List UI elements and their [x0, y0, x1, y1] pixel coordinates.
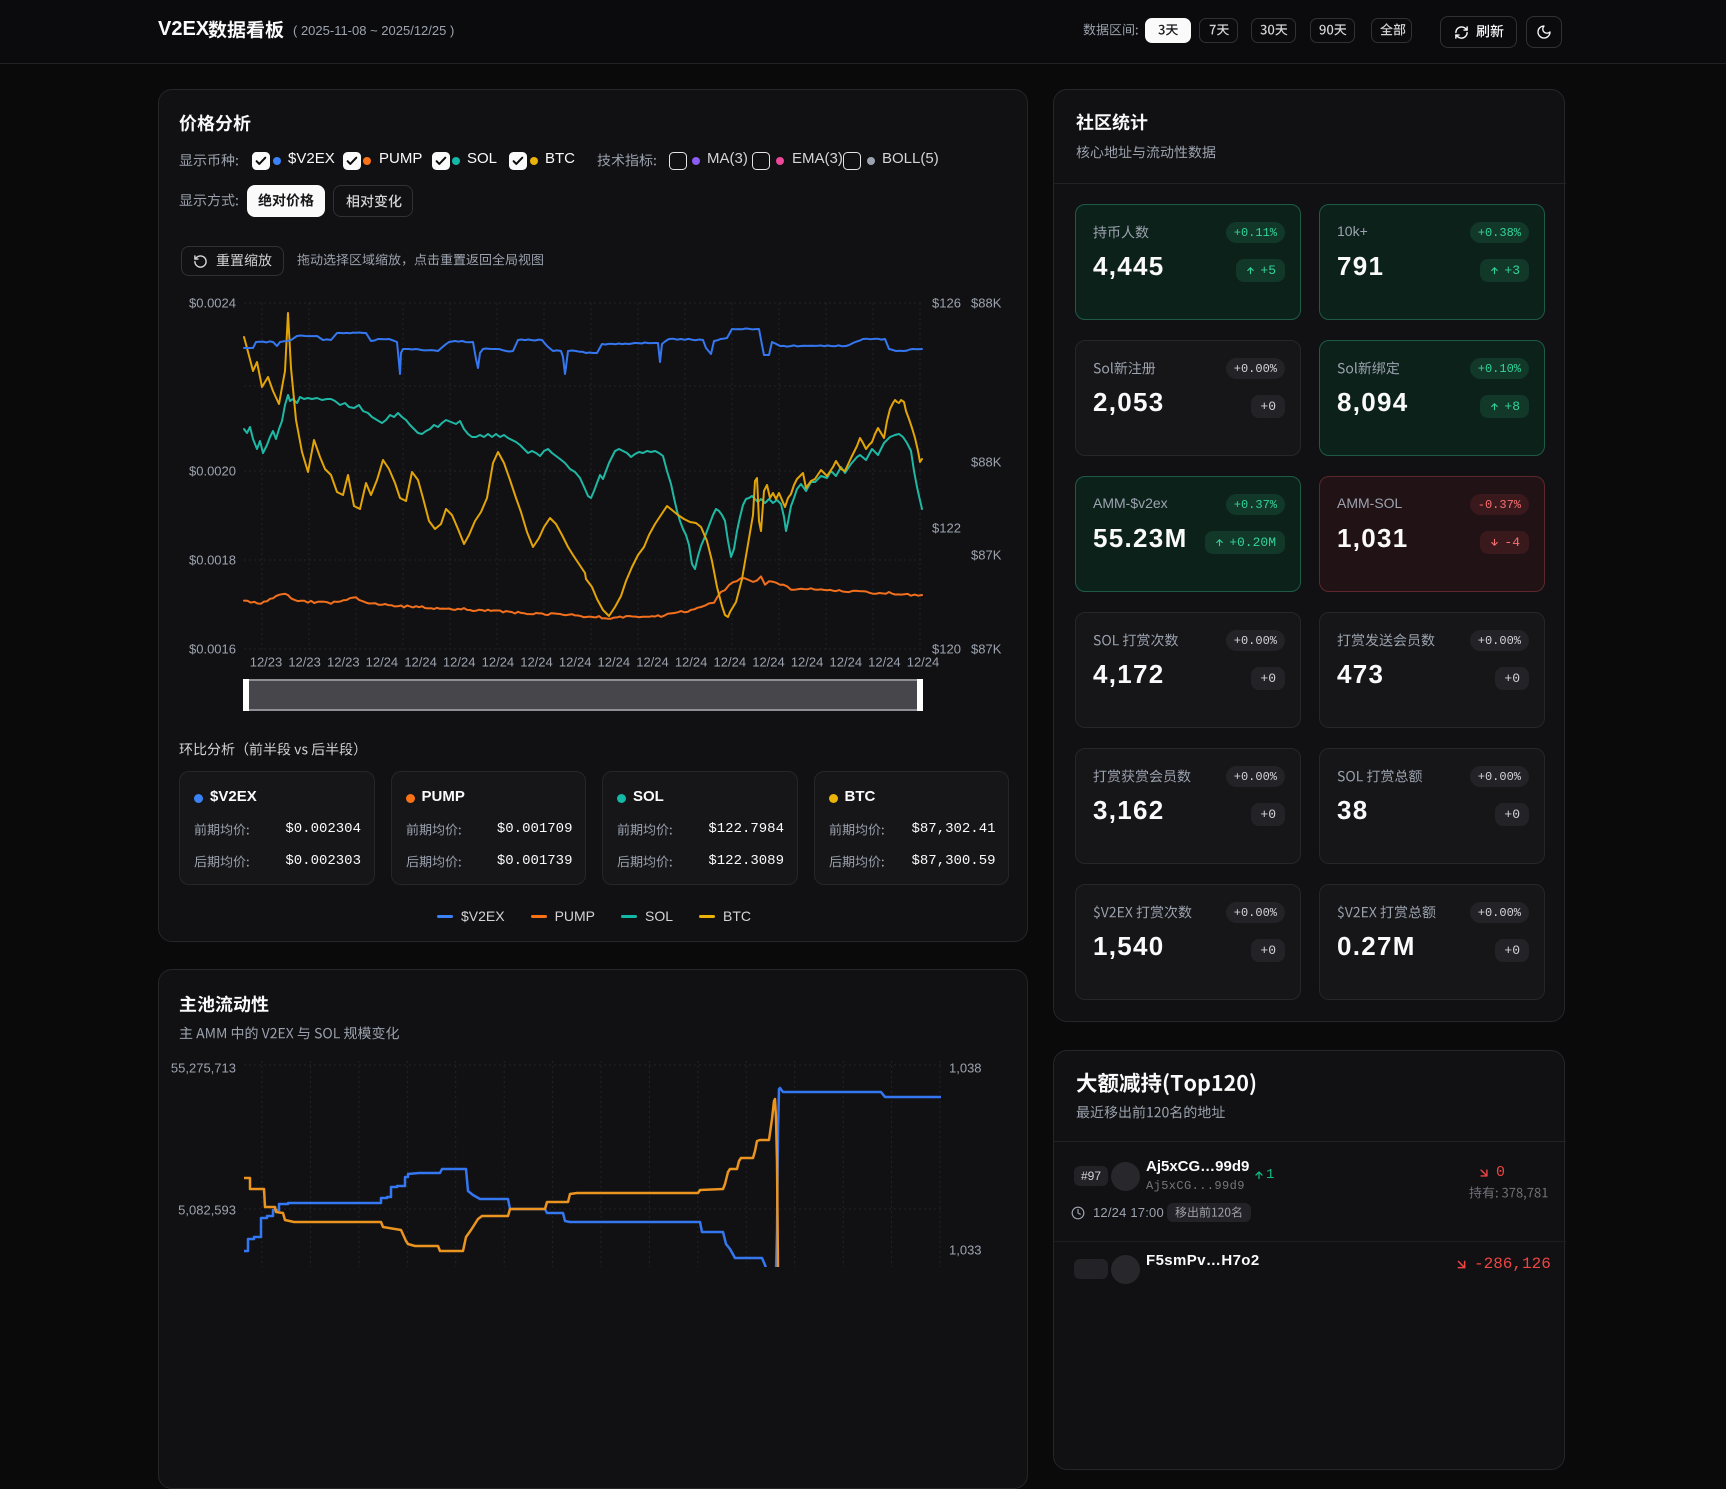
svg-text:$87K: $87K — [971, 548, 1002, 563]
svg-text:12/24: 12/24 — [636, 655, 669, 670]
svg-text:$88K: $88K — [971, 455, 1002, 470]
svg-text:12/23: 12/23 — [327, 655, 360, 670]
svg-text:$0.0018: $0.0018 — [189, 553, 236, 568]
svg-text:12/24: 12/24 — [482, 655, 515, 670]
svg-text:5,082,593: 5,082,593 — [178, 1203, 236, 1218]
svg-text:$0.0016: $0.0016 — [189, 642, 236, 657]
svg-text:12/23: 12/23 — [250, 655, 283, 670]
svg-text:55,275,713: 55,275,713 — [171, 1061, 236, 1076]
svg-text:12/24: 12/24 — [366, 655, 399, 670]
svg-text:12/24: 12/24 — [868, 655, 901, 670]
svg-text:12/24: 12/24 — [830, 655, 863, 670]
svg-text:$0.0020: $0.0020 — [189, 464, 236, 479]
svg-text:12/24: 12/24 — [559, 655, 592, 670]
svg-text:12/24: 12/24 — [791, 655, 824, 670]
svg-text:12/24: 12/24 — [675, 655, 708, 670]
svg-text:$120: $120 — [932, 642, 961, 657]
svg-text:12/24: 12/24 — [443, 655, 476, 670]
svg-text:$88K: $88K — [971, 296, 1002, 311]
svg-text:$0.0024: $0.0024 — [189, 296, 236, 311]
svg-text:12/23: 12/23 — [288, 655, 321, 670]
svg-text:12/24: 12/24 — [598, 655, 631, 670]
svg-text:$126: $126 — [932, 296, 961, 311]
svg-text:12/24: 12/24 — [907, 655, 940, 670]
svg-text:12/24: 12/24 — [714, 655, 747, 670]
svg-text:$87K: $87K — [971, 642, 1002, 657]
svg-text:$122: $122 — [932, 521, 961, 536]
svg-text:12/24: 12/24 — [752, 655, 785, 670]
svg-text:12/24: 12/24 — [404, 655, 437, 670]
svg-text:1,038: 1,038 — [949, 1061, 982, 1076]
svg-text:12/24: 12/24 — [520, 655, 553, 670]
svg-text:1,033: 1,033 — [949, 1243, 982, 1258]
